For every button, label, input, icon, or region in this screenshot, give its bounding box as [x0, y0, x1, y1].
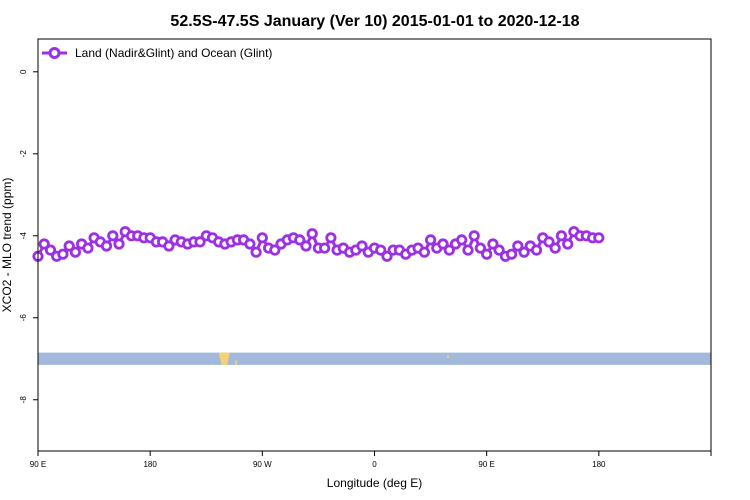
data-point	[418, 246, 430, 258]
data-point	[100, 240, 113, 252]
data-point	[244, 238, 256, 250]
x-tick-label: 90 W	[253, 460, 272, 469]
plot-area	[32, 38, 712, 452]
data-point	[443, 244, 455, 256]
data-point	[325, 232, 337, 244]
y-axis-label: XCO2 - MLO trend (ppm)	[0, 178, 14, 313]
x-tick-label: 180	[592, 460, 606, 469]
data-point	[113, 238, 125, 250]
data-point	[318, 242, 331, 254]
data-point	[194, 236, 206, 248]
y-tick-label: 0	[19, 69, 28, 74]
data-point	[549, 242, 561, 254]
y-tick-label: -4	[19, 232, 28, 240]
data-point	[543, 236, 555, 248]
data-point	[375, 244, 387, 256]
data-point	[57, 248, 69, 260]
y-tick-label: -6	[19, 314, 28, 322]
data-point	[462, 244, 474, 256]
ocean-strip	[38, 352, 711, 365]
data-point	[456, 234, 468, 246]
data-point	[107, 230, 119, 242]
data-point	[82, 242, 94, 254]
y-tick-label: -2	[19, 150, 28, 158]
chart-title: 52.5S-47.5S January (Ver 10) 2015-01-01 …	[170, 13, 579, 30]
data-point	[512, 240, 524, 252]
data-point	[493, 244, 505, 256]
legend: Land (Nadir&Glint) and Ocean (Glint)	[42, 46, 272, 60]
data-point	[381, 250, 393, 262]
data-point	[306, 228, 318, 240]
data-point	[437, 238, 449, 250]
land-segment-0	[218, 352, 230, 365]
data-point	[163, 240, 175, 252]
data-point	[256, 232, 268, 244]
data-point	[505, 248, 518, 260]
data-point	[294, 234, 306, 246]
data-point	[356, 240, 368, 252]
data-point	[481, 248, 493, 260]
legend-marker	[48, 47, 61, 59]
land-segment-2	[446, 355, 450, 358]
data-point	[69, 246, 82, 258]
x-axis-label: Longitude (deg E)	[327, 476, 422, 490]
x-tick-label: 90 E	[478, 460, 494, 469]
data-point	[562, 238, 574, 250]
data-point	[300, 240, 312, 252]
land-segment-1	[234, 360, 238, 365]
y-tick-label: -8	[19, 396, 28, 404]
data-point	[474, 242, 486, 254]
data-point	[468, 230, 480, 242]
data-point	[487, 238, 499, 250]
x-tick-label: 90 E	[30, 460, 46, 469]
x-axis: 90 E 180 90 W 0 90 E 180	[30, 451, 712, 469]
data-point	[424, 234, 437, 246]
data-point	[518, 246, 530, 258]
x-tick-label: 180	[143, 460, 157, 469]
data-point	[38, 238, 50, 250]
y-axis: 0 -2 -4 -6 -8	[19, 69, 38, 403]
data-point	[555, 230, 568, 242]
x-tick-label: 0	[372, 460, 377, 469]
data-point	[593, 232, 605, 244]
data-point	[530, 244, 543, 256]
data-point	[63, 240, 75, 252]
legend-label: Land (Nadir&Glint) and Ocean (Glint)	[75, 46, 272, 60]
data-point	[250, 246, 262, 258]
data-point	[44, 244, 57, 256]
data-point	[269, 244, 281, 256]
